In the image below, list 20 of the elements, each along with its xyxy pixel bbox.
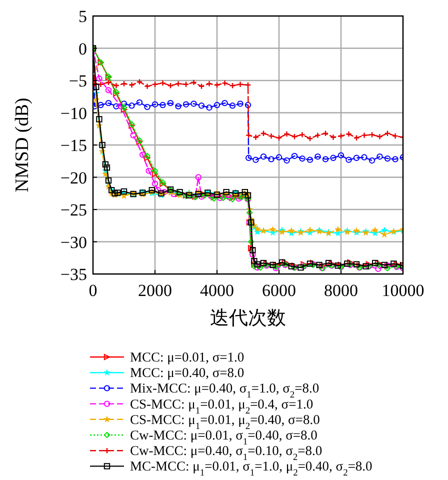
legend-label: MCC: μ=0.40, σ=8.0 xyxy=(130,365,244,380)
y-tick-label: −5 xyxy=(68,72,87,90)
y-tick-label: −10 xyxy=(60,104,87,123)
y-tick-label: 0 xyxy=(78,39,87,58)
y-tick-label: −30 xyxy=(60,232,87,252)
y-tick-label: −25 xyxy=(60,200,87,220)
x-tick-label: 6000 xyxy=(262,281,296,300)
y-tick-label: −15 xyxy=(60,136,87,155)
y-axis-title: NMSD (dB) xyxy=(12,98,33,192)
x-axis-title: 迭代次数 xyxy=(210,308,286,329)
y-tick-label: −20 xyxy=(60,168,87,188)
text: MC-MCC: μ$_{1}$=0.01, σ$_{1}$=1.0, μ$_{2}$=0.40, σ$_{2}$=8.0 xyxy=(130,458,372,479)
legend-label: MCC: μ=0.01, σ=1.0 xyxy=(130,350,244,364)
legend-label: Cw-MCC: μ=0.01, σ$_{1}$=0.40, σ=8.0 xyxy=(130,428,318,448)
x-tick-label: 2000 xyxy=(138,281,172,300)
x-tick-label: 10000 xyxy=(382,281,424,300)
y-tick-label: −35 xyxy=(60,265,87,284)
x-tick-label: 8000 xyxy=(324,281,358,300)
x-tick-label: 4000 xyxy=(200,281,234,300)
y-tick-label: 5 xyxy=(78,7,87,26)
